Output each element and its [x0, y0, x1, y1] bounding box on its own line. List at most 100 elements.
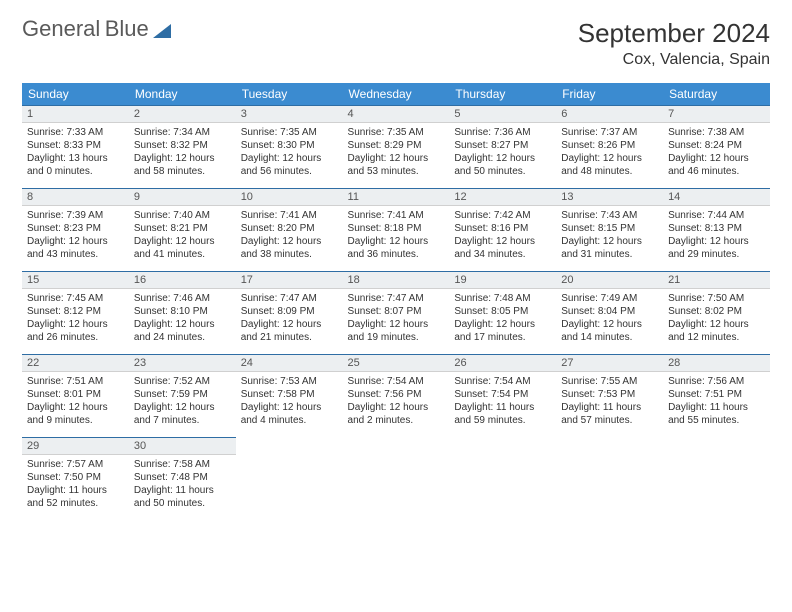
sunset-line: Sunset: 8:33 PM: [27, 139, 124, 152]
daylight-line: Daylight: 12 hours and 4 minutes.: [241, 401, 338, 427]
sunset-line: Sunset: 8:01 PM: [27, 388, 124, 401]
day-number: 3: [236, 106, 343, 123]
sunset-line: Sunset: 8:07 PM: [348, 305, 445, 318]
sunrise-line: Sunrise: 7:35 AM: [348, 126, 445, 139]
daylight-line: Daylight: 11 hours and 52 minutes.: [27, 484, 124, 510]
day-detail: Sunrise: 7:57 AMSunset: 7:50 PMDaylight:…: [22, 455, 129, 521]
sunset-line: Sunset: 8:05 PM: [454, 305, 551, 318]
day-detail: Sunrise: 7:50 AMSunset: 8:02 PMDaylight:…: [663, 289, 770, 355]
sunrise-line: Sunrise: 7:47 AM: [241, 292, 338, 305]
day-number: 6: [556, 106, 663, 123]
day-number: 14: [663, 189, 770, 206]
empty-cell: [343, 455, 450, 521]
sunset-line: Sunset: 8:26 PM: [561, 139, 658, 152]
logo-triangle-icon: [153, 24, 171, 38]
sunset-line: Sunset: 8:20 PM: [241, 222, 338, 235]
daylight-line: Daylight: 12 hours and 26 minutes.: [27, 318, 124, 344]
day-detail: Sunrise: 7:58 AMSunset: 7:48 PMDaylight:…: [129, 455, 236, 521]
sunrise-line: Sunrise: 7:51 AM: [27, 375, 124, 388]
day-detail: Sunrise: 7:56 AMSunset: 7:51 PMDaylight:…: [663, 372, 770, 438]
sunrise-line: Sunrise: 7:45 AM: [27, 292, 124, 305]
daylight-line: Daylight: 12 hours and 58 minutes.: [134, 152, 231, 178]
page-subtitle: Cox, Valencia, Spain: [578, 51, 770, 69]
empty-cell: [556, 438, 663, 455]
sunrise-line: Sunrise: 7:33 AM: [27, 126, 124, 139]
sunrise-line: Sunrise: 7:43 AM: [561, 209, 658, 222]
sunset-line: Sunset: 8:29 PM: [348, 139, 445, 152]
day-detail: Sunrise: 7:36 AMSunset: 8:27 PMDaylight:…: [449, 123, 556, 189]
sunrise-line: Sunrise: 7:49 AM: [561, 292, 658, 305]
day-detail: Sunrise: 7:38 AMSunset: 8:24 PMDaylight:…: [663, 123, 770, 189]
sunset-line: Sunset: 7:48 PM: [134, 471, 231, 484]
sunrise-line: Sunrise: 7:52 AM: [134, 375, 231, 388]
day-detail: Sunrise: 7:34 AMSunset: 8:32 PMDaylight:…: [129, 123, 236, 189]
day-number: 13: [556, 189, 663, 206]
sunset-line: Sunset: 8:04 PM: [561, 305, 658, 318]
daylight-line: Daylight: 12 hours and 17 minutes.: [454, 318, 551, 344]
sunrise-line: Sunrise: 7:41 AM: [241, 209, 338, 222]
daylight-line: Daylight: 12 hours and 21 minutes.: [241, 318, 338, 344]
day-detail: Sunrise: 7:48 AMSunset: 8:05 PMDaylight:…: [449, 289, 556, 355]
day-detail: Sunrise: 7:44 AMSunset: 8:13 PMDaylight:…: [663, 206, 770, 272]
day-number: 22: [22, 355, 129, 372]
sunrise-line: Sunrise: 7:54 AM: [348, 375, 445, 388]
day-detail: Sunrise: 7:40 AMSunset: 8:21 PMDaylight:…: [129, 206, 236, 272]
day-number: 11: [343, 189, 450, 206]
day-detail: Sunrise: 7:43 AMSunset: 8:15 PMDaylight:…: [556, 206, 663, 272]
daylight-line: Daylight: 12 hours and 50 minutes.: [454, 152, 551, 178]
day-detail-row: Sunrise: 7:45 AMSunset: 8:12 PMDaylight:…: [22, 289, 770, 355]
sunset-line: Sunset: 7:58 PM: [241, 388, 338, 401]
empty-cell: [663, 438, 770, 455]
logo-text-2: Blue: [105, 16, 149, 41]
sunrise-line: Sunrise: 7:36 AM: [454, 126, 551, 139]
day-detail: Sunrise: 7:35 AMSunset: 8:29 PMDaylight:…: [343, 123, 450, 189]
day-number: 21: [663, 272, 770, 289]
empty-cell: [449, 438, 556, 455]
daylight-line: Daylight: 11 hours and 57 minutes.: [561, 401, 658, 427]
daylight-line: Daylight: 12 hours and 43 minutes.: [27, 235, 124, 261]
day-detail: Sunrise: 7:45 AMSunset: 8:12 PMDaylight:…: [22, 289, 129, 355]
day-number-row: 891011121314: [22, 189, 770, 206]
sunset-line: Sunset: 8:30 PM: [241, 139, 338, 152]
sunset-line: Sunset: 8:10 PM: [134, 305, 231, 318]
sunrise-line: Sunrise: 7:44 AM: [668, 209, 765, 222]
sunset-line: Sunset: 8:16 PM: [454, 222, 551, 235]
day-detail-row: Sunrise: 7:39 AMSunset: 8:23 PMDaylight:…: [22, 206, 770, 272]
day-number: 19: [449, 272, 556, 289]
empty-cell: [556, 455, 663, 521]
day-detail: Sunrise: 7:33 AMSunset: 8:33 PMDaylight:…: [22, 123, 129, 189]
daylight-line: Daylight: 12 hours and 46 minutes.: [668, 152, 765, 178]
day-number: 15: [22, 272, 129, 289]
day-detail: Sunrise: 7:39 AMSunset: 8:23 PMDaylight:…: [22, 206, 129, 272]
sunset-line: Sunset: 8:02 PM: [668, 305, 765, 318]
day-number-row: 22232425262728: [22, 355, 770, 372]
sunrise-line: Sunrise: 7:48 AM: [454, 292, 551, 305]
sunset-line: Sunset: 8:18 PM: [348, 222, 445, 235]
sunrise-line: Sunrise: 7:55 AM: [561, 375, 658, 388]
daylight-line: Daylight: 12 hours and 19 minutes.: [348, 318, 445, 344]
sunset-line: Sunset: 8:23 PM: [27, 222, 124, 235]
daylight-line: Daylight: 12 hours and 31 minutes.: [561, 235, 658, 261]
daylight-line: Daylight: 12 hours and 34 minutes.: [454, 235, 551, 261]
day-number: 28: [663, 355, 770, 372]
daylight-line: Daylight: 13 hours and 0 minutes.: [27, 152, 124, 178]
day-number-row: 1234567: [22, 106, 770, 123]
day-detail: Sunrise: 7:55 AMSunset: 7:53 PMDaylight:…: [556, 372, 663, 438]
day-detail: Sunrise: 7:35 AMSunset: 8:30 PMDaylight:…: [236, 123, 343, 189]
sunrise-line: Sunrise: 7:40 AM: [134, 209, 231, 222]
sunrise-line: Sunrise: 7:58 AM: [134, 458, 231, 471]
empty-cell: [663, 455, 770, 521]
day-number: 5: [449, 106, 556, 123]
sunset-line: Sunset: 7:54 PM: [454, 388, 551, 401]
sunrise-line: Sunrise: 7:35 AM: [241, 126, 338, 139]
day-detail-row: Sunrise: 7:51 AMSunset: 8:01 PM Daylight:…: [22, 372, 770, 438]
calendar-table: SundayMondayTuesdayWednesdayThursdayFrid…: [22, 83, 770, 520]
sunrise-line: Sunrise: 7:50 AM: [668, 292, 765, 305]
day-number: 16: [129, 272, 236, 289]
day-detail: Sunrise: 7:53 AMSunset: 7:58 PMDaylight:…: [236, 372, 343, 438]
sunset-line: Sunset: 8:21 PM: [134, 222, 231, 235]
weekday-header: Wednesday: [343, 83, 450, 106]
day-number: 17: [236, 272, 343, 289]
weekday-header-row: SundayMondayTuesdayWednesdayThursdayFrid…: [22, 83, 770, 106]
daylight-line: Daylight: 12 hours and 14 minutes.: [561, 318, 658, 344]
